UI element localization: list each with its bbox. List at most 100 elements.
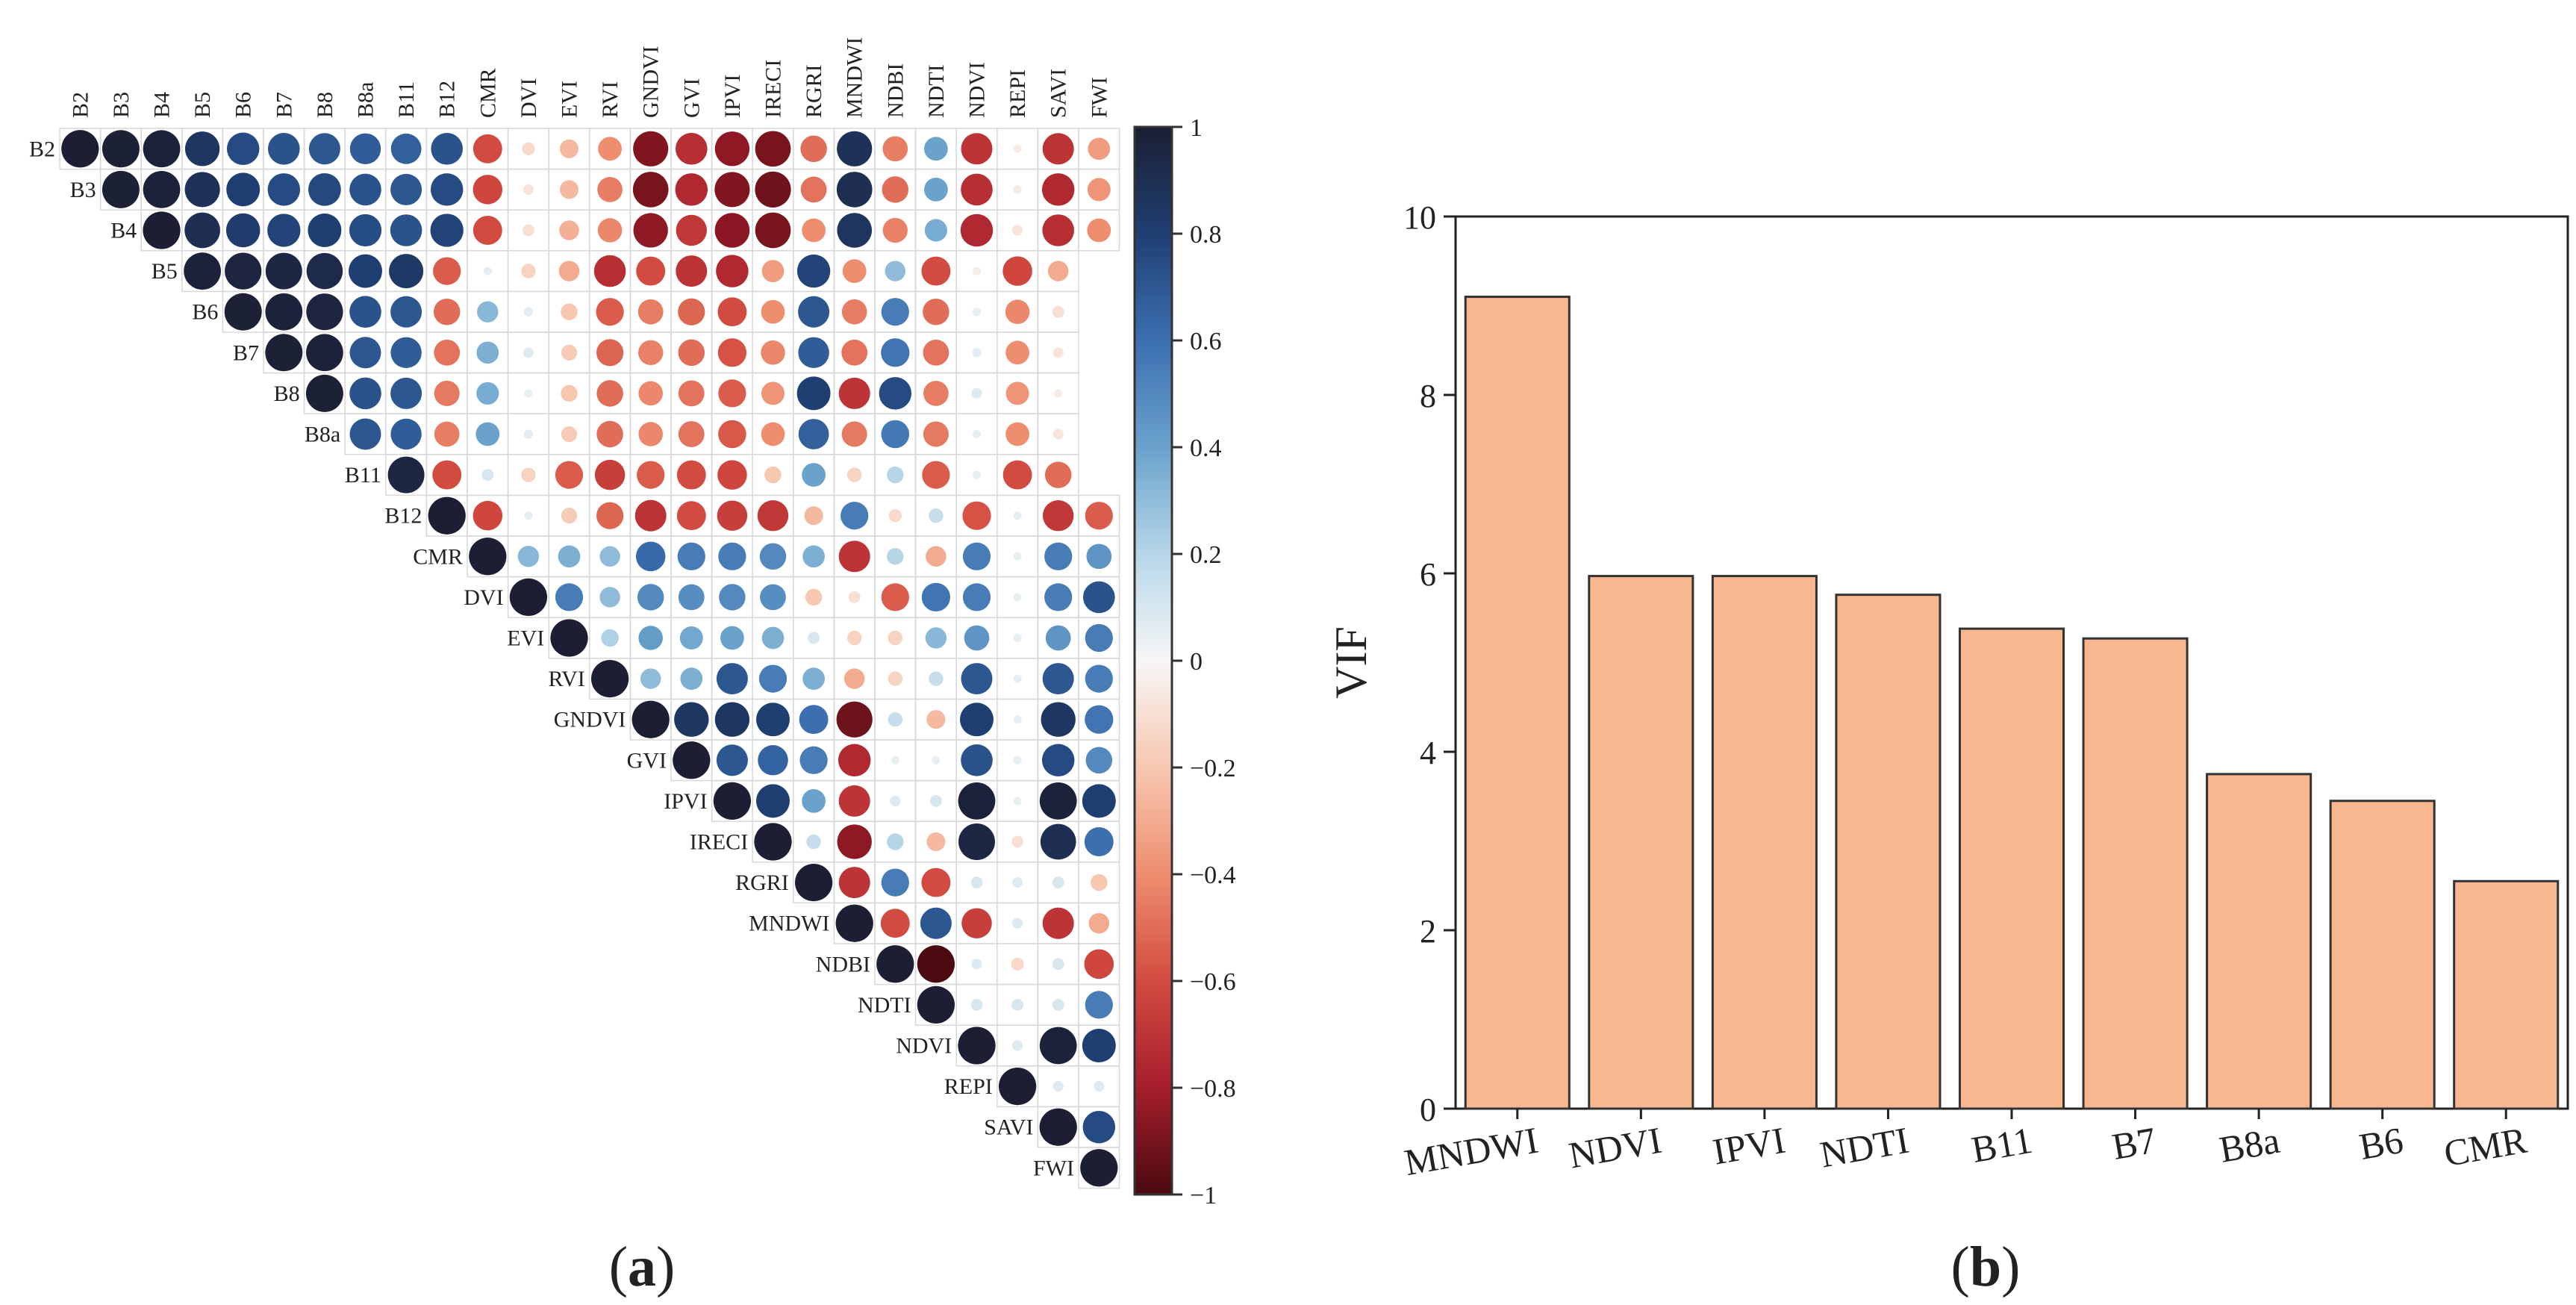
- heatmap-col-label: EVI: [558, 81, 582, 118]
- heatmap-circle: [1039, 782, 1077, 820]
- heatmap-row-label: GVI: [627, 748, 667, 773]
- heatmap-circle: [1041, 744, 1075, 777]
- heatmap-circle: [836, 172, 873, 208]
- heatmap-circle: [633, 131, 669, 166]
- heatmap-circle: [434, 380, 460, 406]
- heatmap-circle: [265, 252, 302, 290]
- panel-label-a: (a): [609, 1236, 676, 1298]
- heatmap-row-label: CMR: [413, 544, 463, 569]
- heatmap-circle: [714, 172, 750, 208]
- heatmap-circle: [800, 135, 827, 163]
- heatmap-circle: [960, 703, 994, 737]
- heatmap-circle: [473, 500, 503, 531]
- heatmap-col-label: B8a: [354, 82, 378, 118]
- heatmap-col-label: DVI: [517, 78, 541, 118]
- heatmap-circle: [888, 671, 903, 686]
- heatmap-circle: [638, 381, 663, 406]
- bar: [1464, 296, 1571, 1110]
- heatmap-circle: [929, 508, 944, 523]
- heatmap-circle: [1052, 998, 1064, 1011]
- heatmap-circle: [523, 347, 534, 358]
- heatmap-circle: [1013, 633, 1022, 643]
- heatmap-col-label: REPI: [1005, 69, 1030, 118]
- heatmap-col-label: B12: [435, 81, 460, 118]
- heatmap-row-label: IRECI: [690, 830, 748, 855]
- colorbar-tick-label: 0.4: [1190, 435, 1222, 462]
- heatmap-row-label: MNDWI: [749, 912, 829, 936]
- heatmap-circle: [1041, 702, 1076, 737]
- heatmap-circle: [1042, 133, 1074, 165]
- heatmap-circle: [521, 264, 536, 278]
- bar: [1835, 594, 1942, 1110]
- heatmap-circle: [838, 785, 870, 817]
- heatmap-row-label: B7: [233, 340, 259, 365]
- heatmap-circle: [806, 834, 821, 850]
- heatmap-circle: [761, 340, 785, 365]
- heatmap-circle: [758, 664, 788, 693]
- heatmap-circle: [1011, 918, 1023, 929]
- heatmap-col-label: B7: [272, 92, 296, 118]
- heatmap-circle: [879, 377, 912, 410]
- heatmap-circle: [794, 863, 833, 902]
- heatmap-circle: [1085, 991, 1113, 1019]
- heatmap-circle: [638, 340, 664, 365]
- heatmap-circle: [675, 132, 708, 165]
- heatmap-circle: [881, 298, 909, 326]
- heatmap-col-label: IRECI: [761, 60, 786, 118]
- heatmap-circle: [881, 338, 910, 367]
- heatmap-circle: [1085, 747, 1113, 774]
- heatmap-circle: [1084, 949, 1114, 979]
- heatmap-circle: [838, 744, 871, 777]
- y-tick-label: 6: [1420, 556, 1436, 593]
- heatmap-circle: [678, 380, 705, 407]
- heatmap-circle: [835, 904, 873, 942]
- heatmap-circle: [926, 710, 946, 729]
- heatmap-circle: [971, 959, 982, 970]
- heatmap-circle: [561, 303, 578, 320]
- heatmap-circle: [308, 133, 340, 165]
- heatmap-circle: [1040, 823, 1076, 860]
- heatmap-circle: [596, 339, 624, 367]
- heatmap-circle: [558, 545, 581, 568]
- heatmap-circle: [102, 170, 140, 208]
- heatmap-circle: [720, 626, 744, 650]
- heatmap-circle: [434, 339, 461, 366]
- heatmap-circle: [349, 296, 381, 328]
- heatmap-circle: [1044, 542, 1073, 570]
- heatmap-circle: [717, 338, 747, 367]
- heatmap-circle: [923, 339, 949, 366]
- heatmap-row-label: RVI: [549, 667, 585, 691]
- heatmap-circle: [1005, 381, 1029, 405]
- heatmap-circle: [473, 134, 502, 163]
- heatmap-col-label: GVI: [679, 78, 704, 118]
- heatmap-circle: [390, 296, 422, 328]
- heatmap-circle: [559, 220, 579, 240]
- heatmap-circle: [755, 131, 791, 167]
- heatmap-circle: [755, 212, 791, 249]
- heatmap-circle: [523, 307, 534, 317]
- heatmap-circle: [305, 374, 343, 412]
- heatmap-circle: [1011, 835, 1024, 848]
- y-tick-label: 0: [1420, 1091, 1436, 1128]
- correlation-heatmap: B2 B3 B4 B5 B6 B7 B8 B8a B11 B12 CMR DVI EVI RVI GNDVI…: [29, 37, 1120, 1189]
- heatmap-circle: [881, 868, 909, 897]
- heatmap-circle: [888, 711, 903, 727]
- heatmap-circle: [799, 746, 828, 774]
- heatmap-col-label: B8: [313, 92, 337, 118]
- heatmap-circle: [596, 502, 624, 529]
- heatmap-circle: [808, 632, 820, 644]
- heatmap-circle: [1052, 876, 1064, 889]
- heatmap-circle: [756, 784, 790, 818]
- heatmap-circle: [716, 255, 749, 287]
- heatmap-circle: [469, 538, 507, 576]
- heatmap-circle: [522, 224, 534, 237]
- heatmap-circle: [632, 172, 669, 208]
- heatmap-circle: [1082, 581, 1115, 614]
- heatmap-circle: [798, 419, 829, 449]
- heatmap-circle: [718, 379, 746, 408]
- heatmap-circle: [226, 132, 260, 166]
- heatmap-circle: [561, 426, 578, 443]
- heatmap-row-label: GNDVI: [554, 708, 626, 732]
- heatmap-circle: [882, 176, 909, 203]
